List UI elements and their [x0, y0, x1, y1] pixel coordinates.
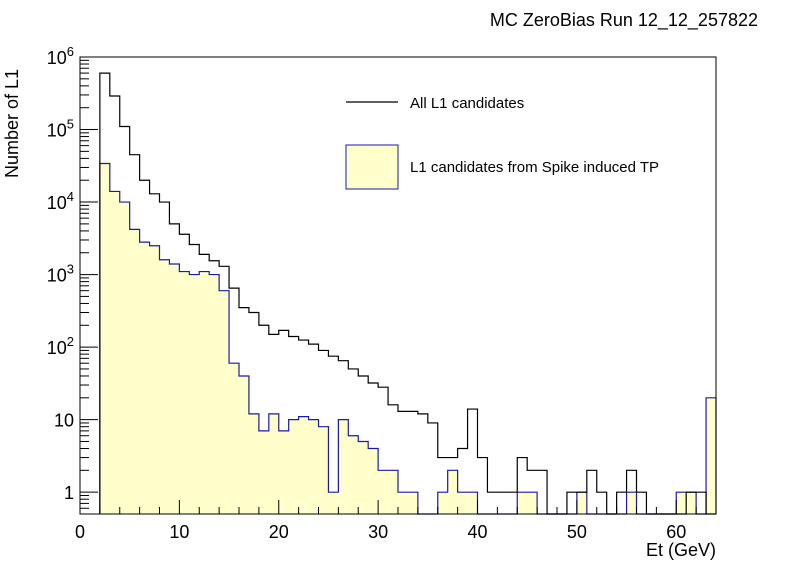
y-tick-label: 103 [47, 262, 74, 286]
legend-label-all-candidates: All L1 candidates [410, 95, 524, 112]
y-tick-label: 106 [47, 44, 74, 68]
x-tick-label: 0 [75, 522, 85, 542]
y-axis-label: Number of L1 [2, 68, 22, 178]
spike-histogram-fill [99, 163, 716, 514]
x-axis-label: Et (GeV) [645, 540, 716, 560]
x-tick-label: 50 [567, 522, 587, 542]
x-tick-label: 30 [368, 522, 388, 542]
all-candidates-histogram-line [99, 72, 716, 515]
y-tick-label: 1 [64, 483, 74, 503]
x-tick-label: 20 [269, 522, 289, 542]
y-tick-label: 105 [47, 117, 74, 141]
chart-title: MC ZeroBias Run 12_12_257822 [489, 10, 758, 30]
legend-fill-swatch [345, 144, 399, 190]
x-tick-label: 60 [666, 522, 686, 542]
y-tick-label: 10 [54, 411, 74, 431]
legend-label-spike-candidates: L1 candidates from Spike induced TP [410, 159, 659, 176]
x-tick-label: 40 [467, 522, 487, 542]
x-tick-label: 10 [169, 522, 189, 542]
y-tick-label: 102 [47, 334, 74, 358]
y-tick-label: 104 [47, 189, 74, 213]
